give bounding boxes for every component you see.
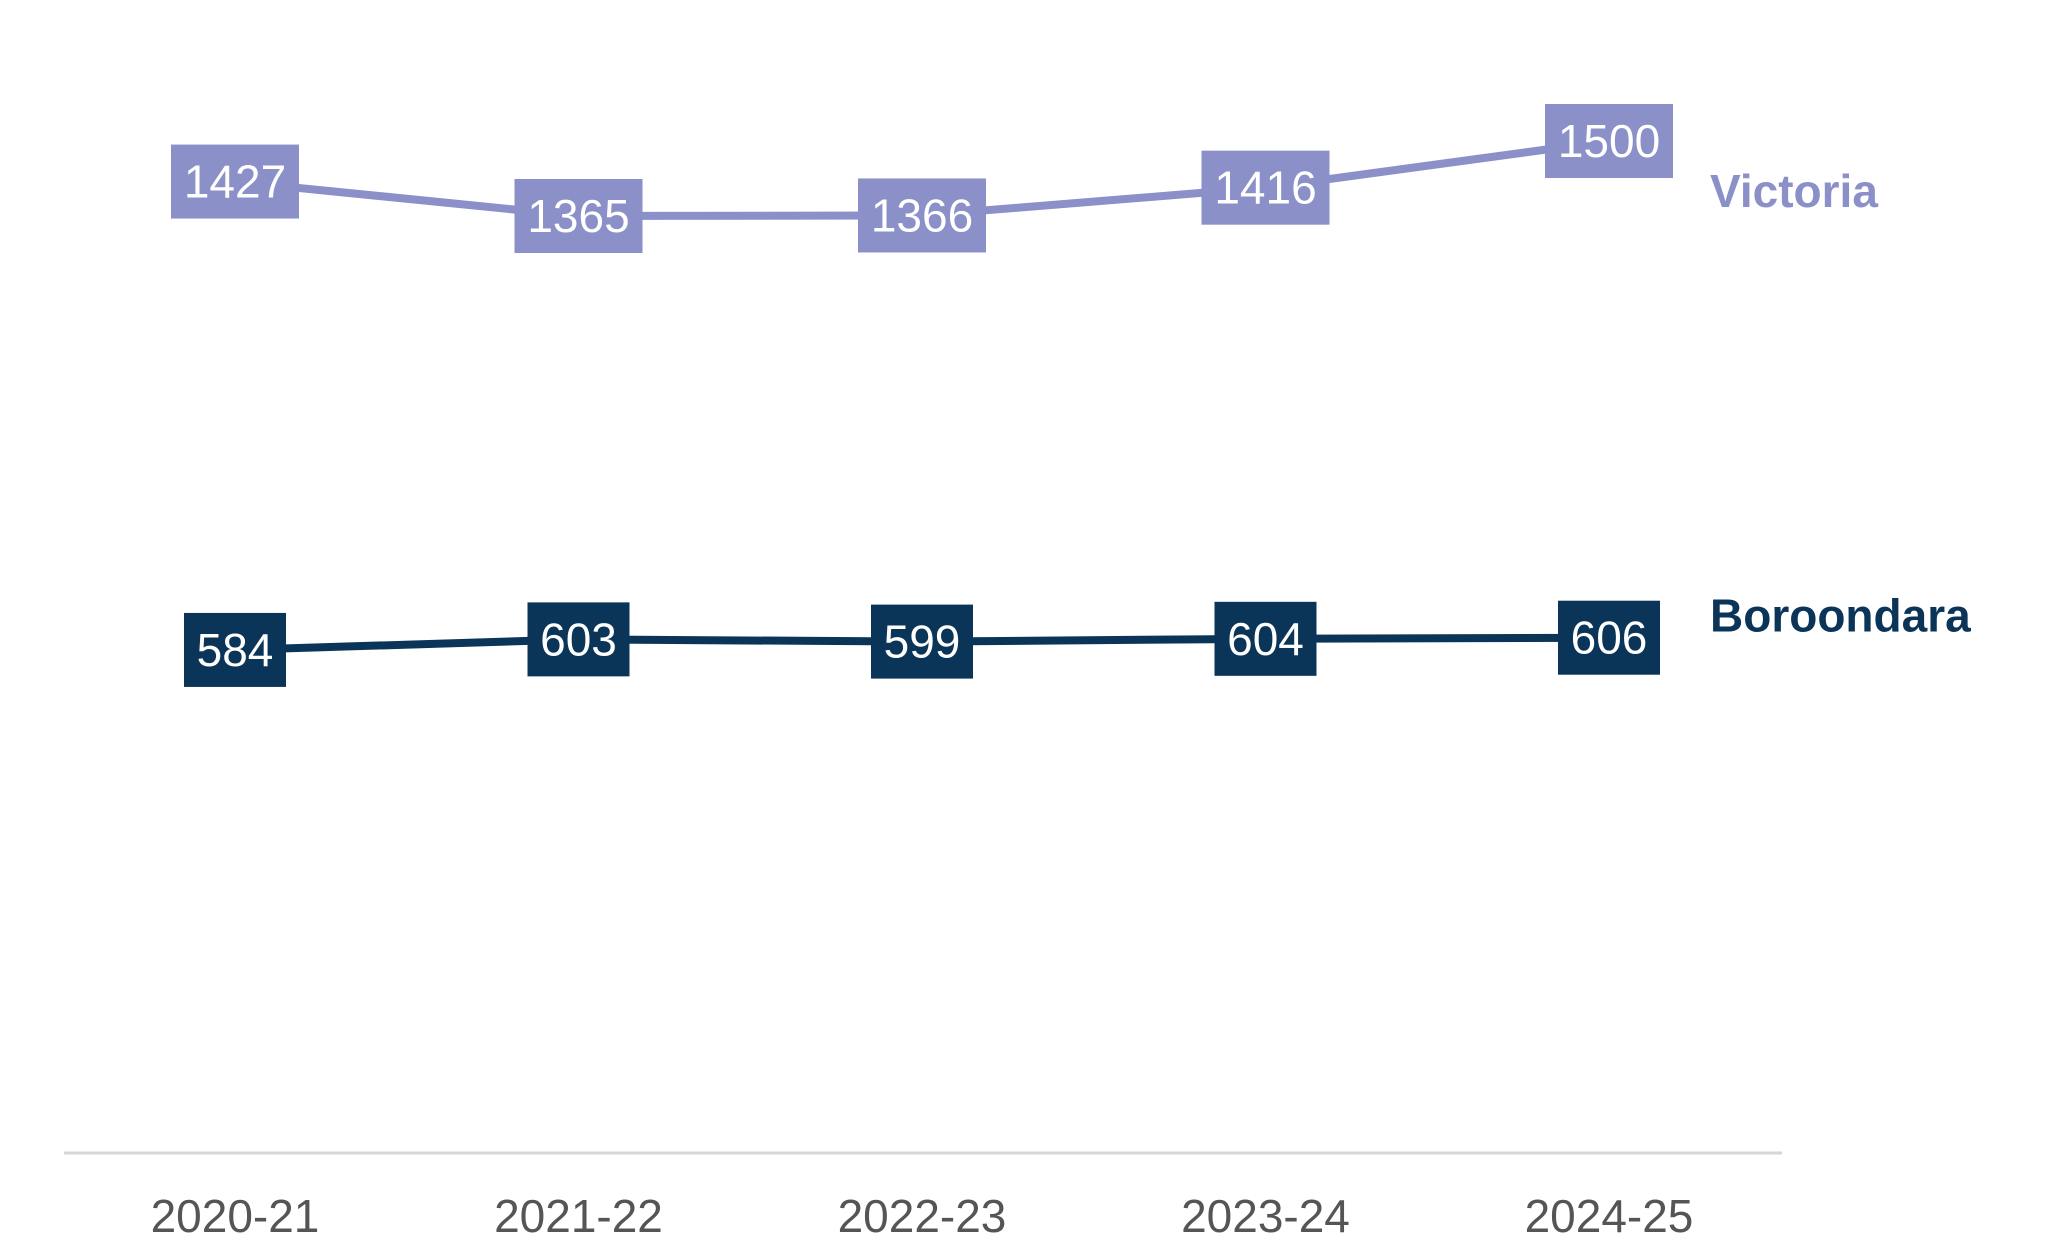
series-boroondara: 584 603 599 604 606 Boroondara bbox=[184, 590, 1971, 687]
series-name-label: Boroondara bbox=[1710, 590, 1971, 642]
data-label: 599 bbox=[884, 616, 961, 668]
series-name-label: Victoria bbox=[1710, 165, 1878, 217]
data-point-marker bbox=[1201, 150, 1330, 225]
data-point-marker bbox=[871, 604, 973, 679]
x-tick-label: 2021-22 bbox=[494, 1190, 663, 1242]
data-label: 1500 bbox=[1558, 115, 1660, 167]
data-point-marker bbox=[1545, 104, 1673, 178]
x-tick-label: 2020-21 bbox=[151, 1190, 320, 1242]
data-label: 603 bbox=[540, 613, 617, 665]
data-point-marker bbox=[171, 144, 299, 219]
data-label: 604 bbox=[1227, 613, 1304, 665]
series-victoria: 1427 1365 1366 1416 1500 Victoria bbox=[171, 104, 1878, 254]
data-label: 584 bbox=[197, 624, 274, 676]
series-layer: 1427 1365 1366 1416 1500 Victoria 584 603 599 604… bbox=[171, 104, 1971, 687]
data-point-marker bbox=[1214, 601, 1317, 676]
data-label: 1365 bbox=[527, 190, 629, 242]
data-point-marker bbox=[858, 178, 986, 253]
x-tick-label: 2024-25 bbox=[1525, 1190, 1694, 1242]
data-label: 606 bbox=[1571, 612, 1648, 664]
data-point-marker bbox=[184, 612, 286, 687]
data-label: 1416 bbox=[1214, 162, 1316, 214]
x-tick-label: 2022-23 bbox=[838, 1190, 1007, 1242]
data-point-marker bbox=[1558, 600, 1660, 675]
data-label: 1427 bbox=[184, 156, 286, 208]
data-point-marker bbox=[527, 602, 630, 677]
data-label: 1366 bbox=[871, 189, 973, 241]
x-axis-ticks: 2020-21 2021-22 2022-23 2023-24 2024-25 bbox=[151, 1190, 1694, 1242]
data-point-marker bbox=[514, 179, 643, 254]
x-tick-label: 2023-24 bbox=[1181, 1190, 1350, 1242]
